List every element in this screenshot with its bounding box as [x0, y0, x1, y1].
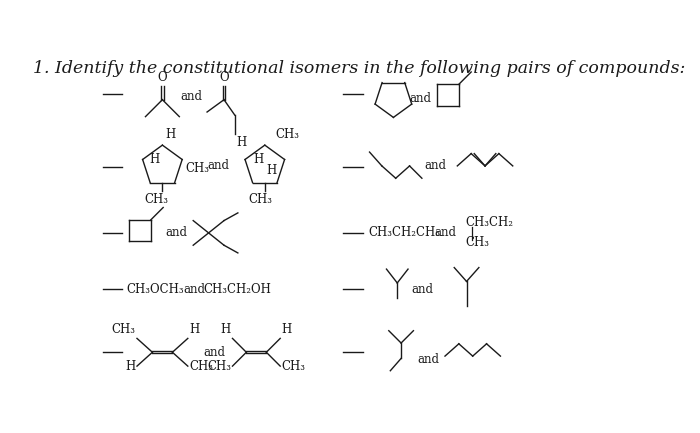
Text: O: O: [158, 71, 167, 84]
Text: H: H: [165, 127, 175, 141]
Text: CH₃: CH₃: [281, 360, 306, 373]
Text: and: and: [203, 346, 225, 359]
Text: and: and: [410, 92, 431, 105]
Text: CH₃OCH₃: CH₃OCH₃: [126, 283, 184, 296]
Text: CH₃: CH₃: [186, 162, 209, 175]
Text: and: and: [208, 159, 230, 172]
Text: H: H: [220, 323, 231, 336]
Text: and: and: [183, 283, 205, 296]
Text: and: and: [417, 353, 439, 366]
Text: CH₃: CH₃: [465, 236, 489, 249]
Text: H: H: [281, 323, 292, 336]
Text: 1. Identify the constitutional isomers in the following pairs of compounds:: 1. Identify the constitutional isomers i…: [33, 60, 685, 77]
Text: and: and: [411, 283, 433, 296]
Text: and: and: [434, 226, 456, 239]
Text: H: H: [266, 164, 276, 177]
Text: CH₃: CH₃: [248, 193, 272, 206]
Text: H: H: [253, 153, 263, 166]
Text: CH₃CH₂: CH₃CH₂: [465, 216, 513, 229]
Text: CH₃: CH₃: [276, 127, 300, 141]
Text: CH₃: CH₃: [189, 360, 213, 373]
Text: and: and: [425, 159, 447, 172]
Text: and: and: [165, 226, 188, 239]
Text: CH₃CH₂CH₃: CH₃CH₂CH₃: [368, 226, 440, 239]
Text: CH₃: CH₃: [207, 360, 231, 373]
Text: H: H: [125, 360, 135, 373]
Text: H: H: [237, 136, 246, 149]
Text: H: H: [189, 323, 199, 336]
Text: and: and: [181, 90, 203, 103]
Text: O: O: [219, 71, 229, 84]
Text: CH₃: CH₃: [144, 193, 168, 206]
Text: CH₃CH₂OH: CH₃CH₂OH: [203, 283, 271, 296]
Text: H: H: [149, 153, 160, 166]
Text: CH₃: CH₃: [111, 323, 135, 336]
